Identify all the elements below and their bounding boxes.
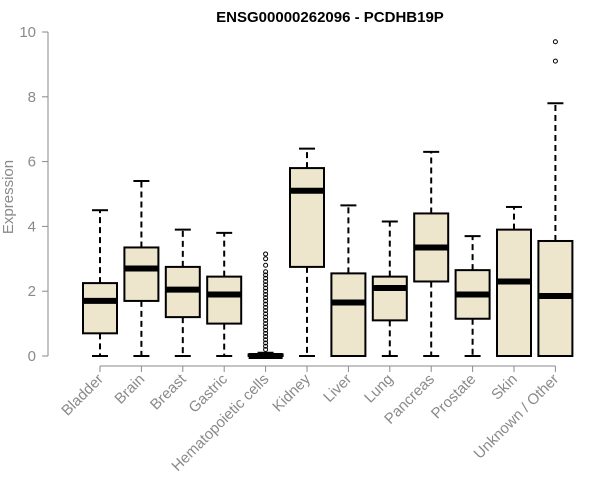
outlier-point <box>263 308 269 314</box>
outlier-point <box>263 295 269 301</box>
outlier-point <box>552 58 558 64</box>
x-tick-label: Brain <box>111 371 148 408</box>
x-tick-label: Bladder <box>58 371 107 420</box>
x-tick-label: Breast <box>147 370 190 413</box>
outlier-point <box>263 269 269 275</box>
outlier-point <box>263 347 269 353</box>
outlier-point <box>552 39 558 45</box>
y-tick-label: 6 <box>28 154 36 171</box>
outlier-point <box>263 304 269 310</box>
box-gastric <box>206 231 243 357</box>
box-iqr <box>82 282 118 335</box>
x-tick-label: Kidney <box>269 370 314 415</box>
box-lung <box>371 220 408 357</box>
outlier-point <box>263 327 269 333</box>
outlier-point <box>263 256 269 262</box>
box-kidney <box>289 147 325 357</box>
box-hematopoietic-cells <box>247 251 284 359</box>
outlier-point <box>263 334 269 340</box>
outlier-point <box>263 262 269 268</box>
y-tick-label: 0 <box>28 348 36 365</box>
box-iqr <box>206 275 243 325</box>
outlier-point <box>263 321 269 327</box>
box-iqr <box>371 275 408 322</box>
outlier-point <box>263 317 269 323</box>
outlier-point <box>263 251 269 257</box>
outlier-point <box>263 278 269 284</box>
box-breast <box>164 228 201 357</box>
outlier-point <box>263 285 269 291</box>
y-axis: 0 2 4 6 8 10 <box>19 24 49 365</box>
outlier-point <box>263 275 269 281</box>
box-brain <box>123 180 160 357</box>
outlier-point <box>263 311 269 317</box>
outlier-point <box>263 343 269 349</box>
box-prostate <box>454 235 491 357</box>
outlier-point <box>263 288 269 294</box>
box-iqr <box>330 272 367 358</box>
chart-title: ENSG00000262096 - PCDHB19P <box>216 9 444 26</box>
x-tick-label: Skin <box>488 371 521 404</box>
outlier-point <box>263 282 269 288</box>
y-tick-label: 2 <box>28 283 36 300</box>
box-unknown-other <box>537 39 574 357</box>
y-tick-label: 4 <box>28 218 36 235</box>
x-tick-label: Liver <box>320 371 355 406</box>
y-axis-label: Expression <box>0 160 17 234</box>
outlier-point <box>263 298 269 304</box>
outlier-point <box>263 337 269 343</box>
y-tick-label: 10 <box>19 24 36 41</box>
box-skin <box>496 205 532 357</box>
box-iqr <box>289 167 325 268</box>
y-tick-label: 8 <box>28 89 36 106</box>
outlier-point <box>263 340 269 346</box>
box-liver <box>330 204 367 358</box>
box-iqr <box>123 246 160 302</box>
outlier-point <box>263 314 269 320</box>
boxes-group <box>82 39 574 359</box>
outlier-point <box>263 272 269 278</box>
outlier-point <box>263 291 269 297</box>
outlier-point <box>263 301 269 307</box>
box-iqr <box>496 228 532 357</box>
box-bladder <box>82 209 118 357</box>
x-tick-label: Lung <box>361 371 397 407</box>
box-pancreas <box>413 150 450 357</box>
outlier-point <box>263 330 269 336</box>
outlier-point <box>263 324 269 330</box>
x-tick-label: Prostate <box>428 371 480 423</box>
